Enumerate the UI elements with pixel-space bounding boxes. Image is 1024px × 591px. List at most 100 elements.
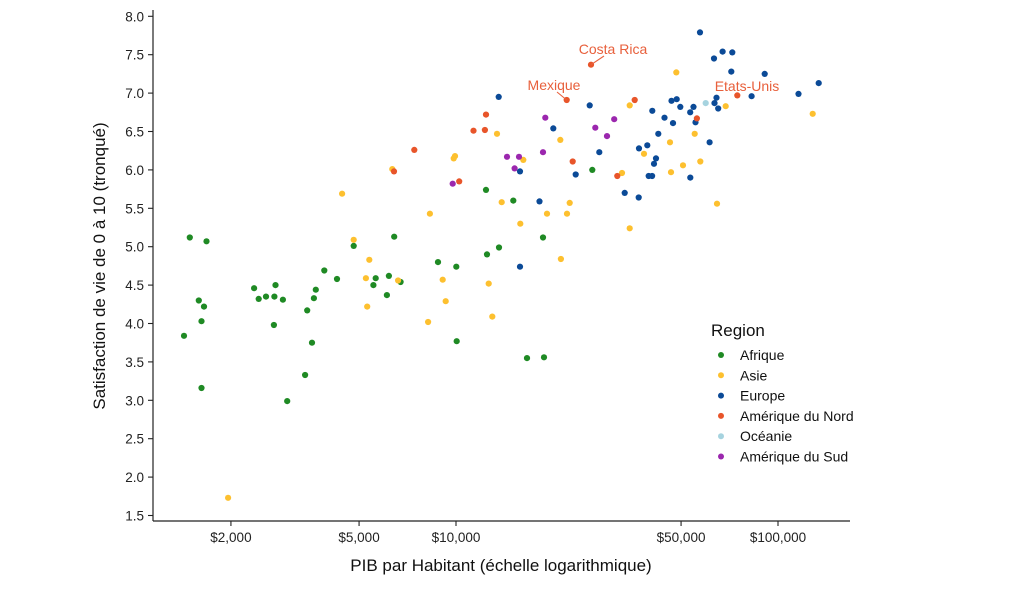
data-point <box>614 172 621 180</box>
data-point <box>543 210 551 217</box>
data-point <box>312 286 319 293</box>
data-point <box>520 156 527 163</box>
y-tick-label: 2.5 <box>125 432 144 447</box>
data-point <box>536 198 543 205</box>
data-point <box>666 139 674 146</box>
data-point <box>540 354 548 361</box>
legend-title: Region <box>711 321 765 340</box>
data-point <box>482 111 490 118</box>
y-tick-label: 6.5 <box>125 125 144 140</box>
data-point <box>411 146 418 153</box>
data-point <box>481 126 488 134</box>
data-point <box>483 251 491 258</box>
series-afrique <box>180 166 596 405</box>
data-point <box>284 398 291 405</box>
legend-item-label: Océanie <box>740 428 792 444</box>
data-point <box>383 292 390 299</box>
x-tick-label: $5,000 <box>338 530 379 545</box>
y-tick-label: 5.0 <box>125 240 144 255</box>
data-point <box>186 234 193 241</box>
data-point <box>453 338 460 345</box>
y-tick-label: 3.5 <box>125 355 144 370</box>
annotation-leader-line <box>556 91 568 101</box>
data-point <box>203 238 210 245</box>
data-point <box>655 130 662 137</box>
x-axis-title: PIB par Habitant (échelle logarithmique) <box>350 556 651 575</box>
data-point <box>677 103 684 110</box>
data-point <box>640 150 648 157</box>
y-tick-label: 2.0 <box>125 470 144 485</box>
data-point <box>711 100 718 107</box>
data-point <box>503 153 511 160</box>
data-point <box>272 282 279 289</box>
data-point <box>667 169 675 176</box>
data-point <box>668 97 675 104</box>
data-point <box>696 29 704 36</box>
data-point <box>687 174 694 181</box>
data-point <box>516 168 524 175</box>
data-points <box>180 29 822 501</box>
y-tick-label: 4.5 <box>125 278 144 293</box>
data-point <box>255 295 262 302</box>
data-point <box>304 307 311 314</box>
data-point <box>270 321 277 329</box>
series-amérique-du-nord <box>390 61 741 185</box>
data-point <box>370 282 377 289</box>
x-axis-ticks: $2,000 $5,000 $10,000 $50,000 $100,000 <box>210 521 806 545</box>
annotations: Costa Rica Mexique Etats-Unis <box>528 41 779 101</box>
legend-swatch-icon <box>718 433 724 440</box>
data-point <box>390 168 398 175</box>
y-axis-ticks: 1.5 2.0 2.5 3.0 3.5 4.0 4.5 5.0 5.5 6.0 6.5 7.0 7.5 8… <box>125 9 153 524</box>
data-point <box>669 120 677 127</box>
y-tick-label: 3.0 <box>125 393 144 408</box>
data-point <box>200 303 208 310</box>
data-point <box>550 125 557 132</box>
data-point <box>511 165 518 172</box>
data-point <box>734 92 741 99</box>
data-point <box>815 80 822 87</box>
legend-item-label: Amérique du Sud <box>740 449 848 465</box>
data-point <box>761 70 768 77</box>
data-point <box>321 267 328 274</box>
data-point <box>439 276 446 283</box>
data-point <box>693 115 701 122</box>
y-tick-label: 1.5 <box>125 509 144 524</box>
legend-swatch-icon <box>718 352 724 358</box>
data-point <box>498 199 505 206</box>
data-point <box>631 96 638 104</box>
data-point <box>611 116 618 123</box>
data-point <box>618 169 626 177</box>
data-point <box>586 102 593 109</box>
data-point <box>563 210 571 217</box>
data-point <box>470 127 477 134</box>
data-point <box>456 178 463 185</box>
data-point <box>364 303 371 310</box>
legend-item-label: Amérique du Nord <box>740 408 854 424</box>
data-point <box>449 180 456 187</box>
data-point <box>495 93 502 100</box>
data-point <box>339 190 346 197</box>
data-point <box>442 298 449 305</box>
data-point <box>589 166 596 173</box>
data-point <box>679 162 687 169</box>
y-tick-label: 5.5 <box>125 201 144 216</box>
data-point <box>748 93 755 100</box>
data-point <box>691 130 698 137</box>
series-océanie <box>702 100 709 107</box>
data-point <box>517 220 524 227</box>
data-point <box>385 272 392 279</box>
data-point <box>621 189 628 196</box>
legend-items: Afrique Asie Europe Amérique du Nord Océanie… <box>718 347 854 465</box>
data-point <box>489 313 496 320</box>
data-point <box>706 139 713 146</box>
data-point <box>719 48 726 55</box>
data-point <box>279 296 286 303</box>
data-point <box>180 332 188 339</box>
x-tick-label: $100,000 <box>750 530 806 545</box>
data-point <box>626 102 633 109</box>
data-point <box>649 107 656 114</box>
data-point <box>262 293 270 300</box>
data-point <box>690 103 697 110</box>
data-point <box>596 149 603 156</box>
